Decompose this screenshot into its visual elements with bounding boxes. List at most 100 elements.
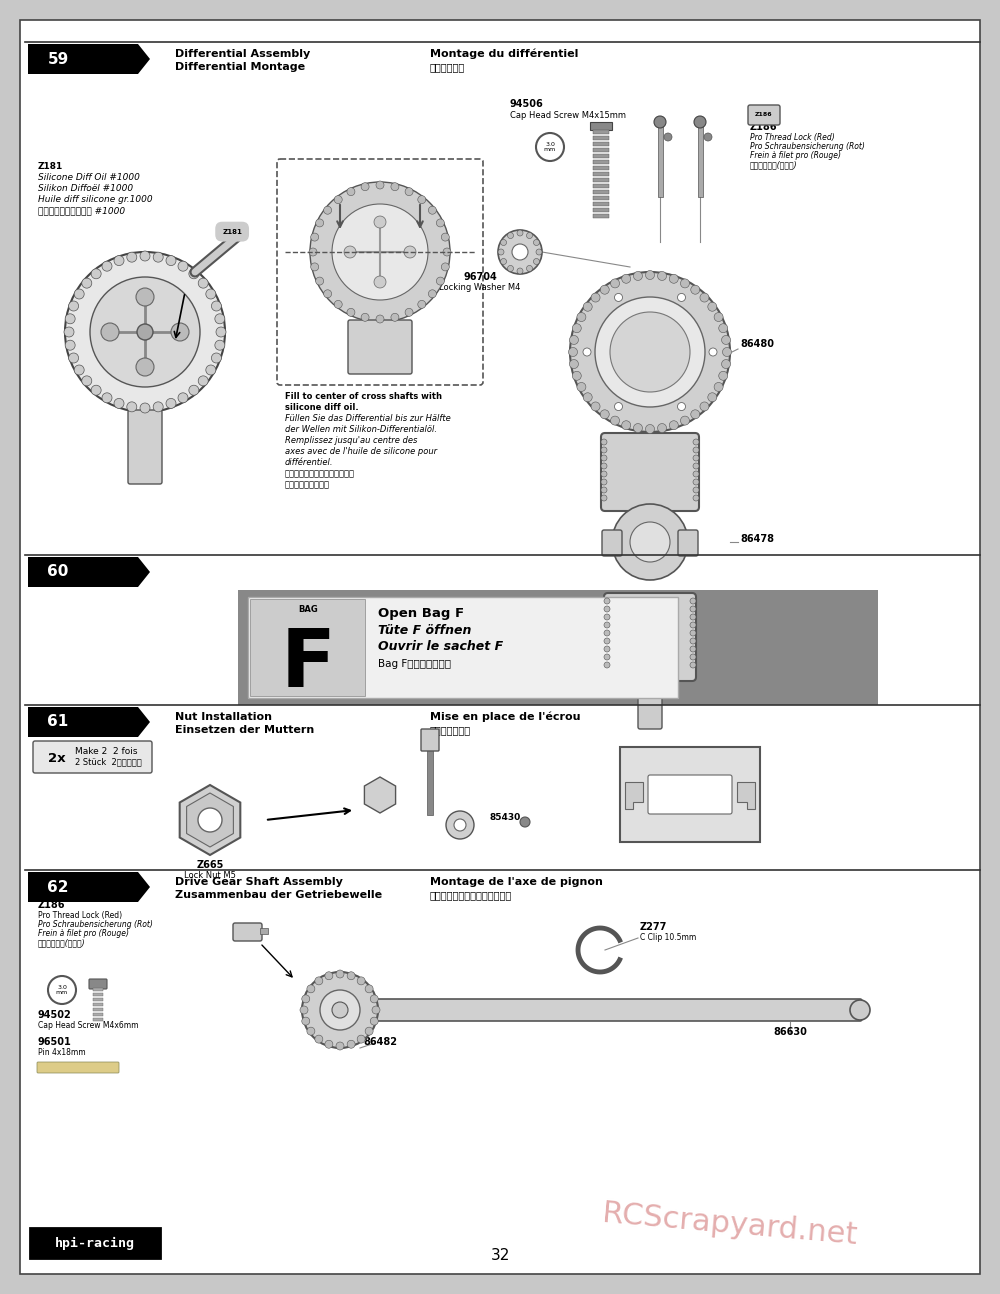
Bar xyxy=(93,989,103,991)
Circle shape xyxy=(583,303,592,312)
Circle shape xyxy=(91,386,101,395)
Circle shape xyxy=(325,1040,333,1048)
Circle shape xyxy=(533,239,539,246)
Bar xyxy=(93,1003,103,1005)
Text: Make 2  2 fois: Make 2 2 fois xyxy=(75,747,138,756)
Circle shape xyxy=(512,245,528,260)
Circle shape xyxy=(622,421,631,430)
Circle shape xyxy=(604,622,610,628)
Circle shape xyxy=(102,261,112,272)
Text: 86630: 86630 xyxy=(773,1027,807,1036)
Circle shape xyxy=(630,521,670,562)
Polygon shape xyxy=(737,782,755,809)
Circle shape xyxy=(325,972,333,980)
Circle shape xyxy=(404,246,416,258)
Circle shape xyxy=(517,268,523,274)
Circle shape xyxy=(591,402,600,411)
Text: Locking Washer M4: Locking Washer M4 xyxy=(439,283,521,292)
Circle shape xyxy=(302,995,310,1003)
Circle shape xyxy=(690,638,696,644)
Bar xyxy=(593,208,609,212)
FancyBboxPatch shape xyxy=(128,410,162,484)
Text: Pin 4x18mm: Pin 4x18mm xyxy=(38,1048,86,1057)
Circle shape xyxy=(526,265,532,272)
Text: Fill to center of cross shafts with: Fill to center of cross shafts with xyxy=(285,392,442,401)
Circle shape xyxy=(498,230,542,274)
Text: 85430: 85430 xyxy=(490,813,521,822)
Circle shape xyxy=(311,233,319,241)
Text: Open Bag F: Open Bag F xyxy=(378,607,464,620)
Circle shape xyxy=(166,256,176,265)
Bar xyxy=(593,214,609,217)
Text: BAG: BAG xyxy=(298,604,318,613)
Circle shape xyxy=(600,285,609,294)
Text: Differential Assembly: Differential Assembly xyxy=(175,49,310,60)
Circle shape xyxy=(611,280,620,287)
Circle shape xyxy=(361,182,369,190)
Circle shape xyxy=(307,985,315,992)
Bar xyxy=(93,992,103,996)
Circle shape xyxy=(137,324,153,340)
Bar xyxy=(593,142,609,146)
Circle shape xyxy=(69,353,79,364)
Circle shape xyxy=(198,278,208,289)
Circle shape xyxy=(680,280,689,287)
Circle shape xyxy=(601,446,607,453)
Circle shape xyxy=(336,970,344,978)
Circle shape xyxy=(694,116,706,128)
Circle shape xyxy=(508,233,514,238)
Text: 86482: 86482 xyxy=(363,1036,397,1047)
Circle shape xyxy=(690,630,696,635)
Text: Pro Thread Lock (Red): Pro Thread Lock (Red) xyxy=(750,133,835,142)
FancyBboxPatch shape xyxy=(421,729,439,751)
FancyBboxPatch shape xyxy=(748,105,780,126)
Circle shape xyxy=(577,383,586,392)
Circle shape xyxy=(140,402,150,413)
Circle shape xyxy=(501,259,507,264)
Circle shape xyxy=(700,292,709,302)
Circle shape xyxy=(405,308,413,316)
Circle shape xyxy=(658,272,667,281)
Circle shape xyxy=(693,446,699,453)
Bar xyxy=(590,122,612,129)
Bar xyxy=(593,160,609,164)
Circle shape xyxy=(316,277,324,285)
Circle shape xyxy=(610,312,690,392)
Bar xyxy=(698,122,703,197)
Text: デフの組立て: デフの組立て xyxy=(430,62,465,72)
Circle shape xyxy=(82,375,92,386)
Circle shape xyxy=(216,327,226,336)
FancyBboxPatch shape xyxy=(373,999,862,1021)
FancyBboxPatch shape xyxy=(233,923,262,941)
Text: 3.0
mm: 3.0 mm xyxy=(56,985,68,995)
Circle shape xyxy=(357,1035,365,1043)
Circle shape xyxy=(708,393,717,401)
Circle shape xyxy=(454,819,466,831)
FancyBboxPatch shape xyxy=(33,741,152,773)
Text: F: F xyxy=(280,626,336,704)
Text: 32: 32 xyxy=(490,1247,510,1263)
Circle shape xyxy=(391,313,399,321)
Circle shape xyxy=(678,294,686,302)
Bar xyxy=(593,184,609,188)
Circle shape xyxy=(310,182,450,322)
Circle shape xyxy=(178,393,188,402)
Circle shape xyxy=(722,335,731,344)
Circle shape xyxy=(153,402,163,411)
Circle shape xyxy=(171,324,189,342)
Circle shape xyxy=(601,496,607,501)
FancyBboxPatch shape xyxy=(37,1062,119,1073)
Text: C Clip 10.5mm: C Clip 10.5mm xyxy=(640,933,696,942)
Circle shape xyxy=(526,233,532,238)
Text: Cap Head Screw M4x6mm: Cap Head Screw M4x6mm xyxy=(38,1021,138,1030)
Circle shape xyxy=(601,479,607,485)
Circle shape xyxy=(600,410,609,419)
Circle shape xyxy=(850,1000,870,1020)
Polygon shape xyxy=(28,707,150,738)
Circle shape xyxy=(569,335,578,344)
Circle shape xyxy=(604,663,610,668)
Text: 2x: 2x xyxy=(48,752,66,765)
Circle shape xyxy=(334,195,342,203)
Circle shape xyxy=(365,1027,373,1035)
Text: Zusammenbau der Getriebewelle: Zusammenbau der Getriebewelle xyxy=(175,890,382,901)
